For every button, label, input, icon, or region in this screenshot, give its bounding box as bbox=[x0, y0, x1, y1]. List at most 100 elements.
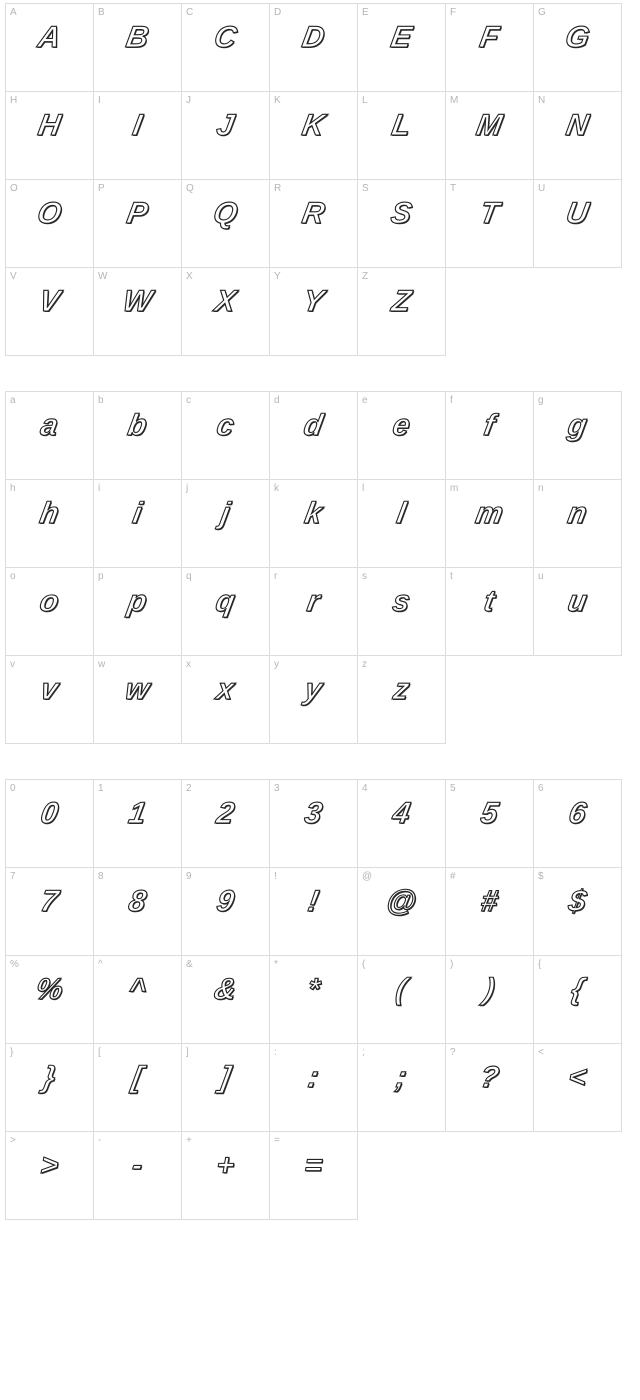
glyph-label: A bbox=[10, 7, 17, 18]
section-uppercase: AA BB CC DD EE FF GG HH II JJ KK LL MM N… bbox=[6, 4, 634, 356]
glyph-cell: UU bbox=[533, 179, 622, 268]
glyph-cell: << bbox=[533, 1043, 622, 1132]
glyph-sample: b bbox=[90, 406, 184, 446]
glyph-label: N bbox=[538, 95, 545, 106]
glyph-cell: 88 bbox=[93, 867, 182, 956]
glyph-cell: ff bbox=[445, 391, 534, 480]
glyph-label: 2 bbox=[186, 783, 192, 794]
glyph-label: d bbox=[274, 395, 280, 406]
glyph-sample: G bbox=[530, 18, 624, 58]
glyph-cell: {{ bbox=[533, 955, 622, 1044]
glyph-sample: S bbox=[354, 194, 448, 234]
glyph-sample: E bbox=[354, 18, 448, 58]
glyph-sample: H bbox=[2, 106, 96, 146]
glyph-label: + bbox=[186, 1135, 192, 1146]
glyph-label: j bbox=[186, 483, 188, 494]
glyph-label: F bbox=[450, 7, 456, 18]
glyph-cell: PP bbox=[93, 179, 182, 268]
glyph-cell: SS bbox=[357, 179, 446, 268]
glyph-cell: xx bbox=[181, 655, 270, 744]
glyph-cell: dd bbox=[269, 391, 358, 480]
glyph-sample: d bbox=[266, 406, 360, 446]
glyph-sample: N bbox=[530, 106, 624, 146]
glyph-cell: CC bbox=[181, 3, 270, 92]
glyph-sample: P bbox=[90, 194, 184, 234]
glyph-sample: j bbox=[178, 494, 272, 534]
glyph-sample: z bbox=[354, 670, 448, 710]
glyph-label: x bbox=[186, 659, 191, 670]
glyph-sample: c bbox=[178, 406, 272, 446]
glyph-sample: > bbox=[2, 1146, 96, 1186]
glyph-sample: $ bbox=[530, 882, 624, 922]
glyph-sample: : bbox=[266, 1058, 360, 1098]
glyph-sample: 7 bbox=[2, 882, 96, 922]
glyph-cell: yy bbox=[269, 655, 358, 744]
glyph-cell: oo bbox=[5, 567, 94, 656]
glyph-sample: V bbox=[2, 282, 96, 322]
glyph-cell: 44 bbox=[357, 779, 446, 868]
glyph-label: - bbox=[98, 1135, 101, 1146]
glyph-label: a bbox=[10, 395, 16, 406]
glyph-sample: ) bbox=[442, 970, 536, 1010]
glyph-label: B bbox=[98, 7, 105, 18]
glyph-sample: 8 bbox=[90, 882, 184, 922]
glyph-label: $ bbox=[538, 871, 544, 882]
glyph-label: * bbox=[274, 959, 278, 970]
glyph-cell: -- bbox=[93, 1131, 182, 1220]
glyph-sample: ^ bbox=[90, 970, 184, 1010]
glyph-cell: 22 bbox=[181, 779, 270, 868]
glyph-label: y bbox=[274, 659, 279, 670]
glyph-label: ( bbox=[362, 959, 365, 970]
glyph-cell: vv bbox=[5, 655, 94, 744]
glyph-cell: ZZ bbox=[357, 267, 446, 356]
glyph-label: & bbox=[186, 959, 193, 970]
glyph-cell: 11 bbox=[93, 779, 182, 868]
glyph-sample: A bbox=[2, 18, 96, 58]
glyph-cell: ww bbox=[93, 655, 182, 744]
glyph-label: K bbox=[274, 95, 281, 106]
glyph-cell: WW bbox=[93, 267, 182, 356]
glyph-sample: 5 bbox=[442, 794, 536, 834]
glyph-label: 1 bbox=[98, 783, 104, 794]
glyph-label: { bbox=[538, 959, 541, 970]
glyph-cell: LL bbox=[357, 91, 446, 180]
glyph-cell: 55 bbox=[445, 779, 534, 868]
glyph-cell: TT bbox=[445, 179, 534, 268]
glyph-grid-lowercase: aa bb cc dd ee ff gg hh ii jj kk ll mm n… bbox=[6, 392, 629, 744]
glyph-cell: >> bbox=[5, 1131, 94, 1220]
glyph-label: k bbox=[274, 483, 279, 494]
glyph-sample: O bbox=[2, 194, 96, 234]
glyph-sample: # bbox=[442, 882, 536, 922]
glyph-cell: KK bbox=[269, 91, 358, 180]
glyph-label: v bbox=[10, 659, 15, 670]
glyph-sample: * bbox=[266, 970, 360, 1010]
glyph-cell: kk bbox=[269, 479, 358, 568]
glyph-sample: Z bbox=[354, 282, 448, 322]
glyph-sample: 6 bbox=[530, 794, 624, 834]
glyph-sample: % bbox=[2, 970, 96, 1010]
glyph-label: ^ bbox=[98, 959, 103, 970]
glyph-cell: (( bbox=[357, 955, 446, 1044]
glyph-sample: 2 bbox=[178, 794, 272, 834]
glyph-cell: $$ bbox=[533, 867, 622, 956]
glyph-label: } bbox=[10, 1047, 13, 1058]
glyph-cell: && bbox=[181, 955, 270, 1044]
glyph-label: c bbox=[186, 395, 191, 406]
glyph-label: T bbox=[450, 183, 456, 194]
glyph-sample: f bbox=[442, 406, 536, 446]
glyph-label: L bbox=[362, 95, 368, 106]
glyph-sample: ! bbox=[266, 882, 360, 922]
glyph-label: O bbox=[10, 183, 18, 194]
glyph-cell: GG bbox=[533, 3, 622, 92]
glyph-sample: L bbox=[354, 106, 448, 146]
glyph-label: ] bbox=[186, 1047, 189, 1058]
glyph-sample: l bbox=[354, 494, 448, 534]
glyph-sample: q bbox=[178, 582, 272, 622]
glyph-sample: u bbox=[530, 582, 624, 622]
glyph-label: s bbox=[362, 571, 367, 582]
glyph-cell: MM bbox=[445, 91, 534, 180]
glyph-sample: X bbox=[178, 282, 272, 322]
glyph-cell: DD bbox=[269, 3, 358, 92]
glyph-cell: HH bbox=[5, 91, 94, 180]
glyph-sample: W bbox=[90, 282, 184, 322]
